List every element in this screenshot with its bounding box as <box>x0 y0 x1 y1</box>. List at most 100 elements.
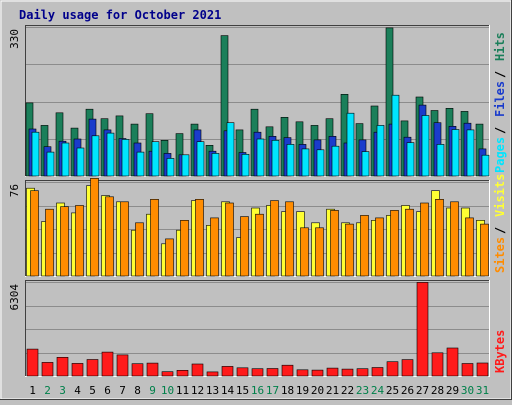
x-tick-label: 22 <box>341 384 354 397</box>
bar-sites <box>435 199 444 277</box>
bar-sites <box>450 201 459 277</box>
x-tick-label: 30 <box>461 384 474 397</box>
chart-panels: 330 Pages / Files / Hits 76 Sites / Visits 6304 KBy… <box>8 25 507 377</box>
bar-pages <box>211 153 220 177</box>
x-tick-label: 23 <box>356 384 369 397</box>
bar-sites <box>270 200 279 277</box>
bar-sites <box>90 178 99 277</box>
legend-separator: / <box>493 227 507 234</box>
bar-sites <box>105 196 114 277</box>
series-kbytes <box>26 282 489 377</box>
bar-pages <box>331 145 340 177</box>
bar-sites <box>30 190 39 277</box>
x-tick-label: 17 <box>266 384 279 397</box>
panel-kbytes: 6304 KBytes <box>8 280 507 377</box>
bar-sites <box>390 210 399 277</box>
bar-kbytes <box>341 368 354 377</box>
bar-pages <box>421 115 430 177</box>
x-tick-label: 21 <box>326 384 339 397</box>
x-axis: 1 2 3 4 5 6 7 8 9 10 11 12 13 14 15 16 17 18 19 20 21 22 23 24 2… <box>29 384 489 397</box>
legend-label-kbytes: KBytes <box>493 330 507 373</box>
bar-kbytes <box>131 363 144 377</box>
x-tick-label: 16 <box>251 384 264 397</box>
bar-kbytes <box>446 347 459 377</box>
bar-pages <box>451 129 460 177</box>
bar-pages <box>31 131 40 177</box>
x-tick-label: 11 <box>176 384 189 397</box>
bar-sites <box>135 222 144 277</box>
x-tick-label: 12 <box>191 384 204 397</box>
bar-pages <box>361 151 370 177</box>
bar-pages <box>166 158 175 177</box>
bar-pages <box>106 132 115 177</box>
x-tick-label: 27 <box>416 384 429 397</box>
panel-legend: KBytes <box>493 330 507 373</box>
x-tick-label: 31 <box>476 384 489 397</box>
bar-kbytes <box>26 348 39 377</box>
bar-pages <box>466 129 475 177</box>
bar-kbytes <box>176 369 189 377</box>
legend-label-hits: Hits <box>493 32 507 61</box>
bar-sites <box>375 217 384 277</box>
bar-pages <box>181 154 190 177</box>
panel-hits: 330 Pages / Files / Hits <box>8 25 507 177</box>
bar-pages <box>376 125 385 177</box>
panel-legend: Pages / Files / Hits <box>493 32 507 173</box>
bar-kbytes <box>146 362 159 377</box>
bar-sites <box>285 201 294 277</box>
x-tick-label: 25 <box>386 384 399 397</box>
legend-label-files: Files <box>493 81 507 117</box>
bar-pages <box>151 141 160 177</box>
bar-pages <box>91 135 100 177</box>
x-tick-label: 20 <box>311 384 324 397</box>
bar-sites <box>210 217 219 277</box>
x-tick-label: 10 <box>161 384 174 397</box>
x-tick-label: 2 <box>44 384 51 397</box>
bar-kbytes <box>401 359 414 377</box>
bar-pages <box>436 144 445 177</box>
bar-sites <box>45 208 54 277</box>
bar-sites <box>75 205 84 277</box>
bar-sites <box>405 208 414 277</box>
bar-kbytes <box>86 359 99 377</box>
bar-kbytes <box>206 371 219 377</box>
bar-sites <box>165 238 174 277</box>
y-max-label: 76 <box>8 184 21 197</box>
x-tick-label: 5 <box>89 384 96 397</box>
bar-sites <box>240 216 249 277</box>
x-tick-label: 15 <box>236 384 249 397</box>
bar-kbytes <box>296 369 309 377</box>
bar-kbytes <box>386 361 399 377</box>
bar-sites <box>465 217 474 277</box>
panel-legend: Sites / Visits <box>493 174 507 273</box>
bar-sites <box>150 199 159 277</box>
bar-sites <box>420 202 429 277</box>
legend-label-pages: Pages <box>493 137 507 173</box>
x-tick-label: 7 <box>119 384 126 397</box>
bar-sites <box>330 210 339 277</box>
bar-kbytes <box>191 363 204 377</box>
bar-kbytes <box>356 368 369 377</box>
bar-pages <box>226 122 235 177</box>
bar-sites <box>480 223 489 277</box>
x-tick-label: 18 <box>281 384 294 397</box>
x-tick-label: 19 <box>296 384 309 397</box>
x-tick-label: 14 <box>221 384 235 397</box>
bar-sites <box>225 202 234 277</box>
bar-kbytes <box>41 362 54 377</box>
bar-sites <box>195 199 204 277</box>
bar-kbytes <box>161 371 174 377</box>
bar-pages <box>136 151 145 177</box>
x-tick-label: 13 <box>206 384 219 397</box>
y-max-label: 330 <box>8 29 21 49</box>
bar-pages <box>346 112 355 177</box>
bar-sites <box>300 227 309 277</box>
x-tick-label: 24 <box>371 384 385 397</box>
series-sites <box>30 178 489 277</box>
bar-pages <box>271 140 280 177</box>
bar-kbytes <box>236 367 249 377</box>
bar-sites <box>255 213 264 277</box>
bar-pages <box>391 94 400 177</box>
bar-kbytes <box>461 363 474 377</box>
